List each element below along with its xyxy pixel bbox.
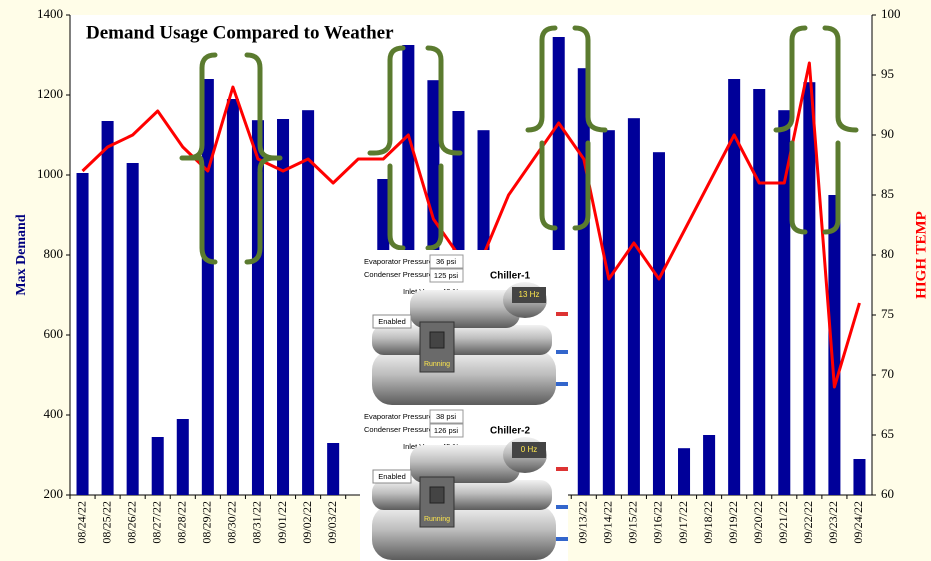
frequency: 0 Hz: [521, 445, 537, 454]
x-tick-label: 09/17/22: [676, 501, 690, 544]
pipe: [556, 312, 568, 316]
x-tick-label: 08/26/22: [124, 501, 138, 544]
state: Running: [424, 516, 450, 523]
y2-axis-title: HIGH TEMP: [913, 211, 929, 299]
pipe: [556, 350, 568, 354]
bar: [853, 459, 865, 495]
x-tick-label: 09/18/22: [701, 501, 715, 544]
shell: [372, 505, 556, 560]
bar: [628, 118, 640, 495]
y2-tick-label: 70: [881, 366, 894, 381]
bar: [703, 435, 715, 495]
chiller-name: Chiller-1: [490, 271, 530, 282]
bar: [177, 419, 189, 495]
pipe: [556, 537, 568, 541]
x-tick-label: 08/24/22: [74, 501, 88, 544]
y2-tick-label: 100: [881, 6, 901, 21]
y-tick-label: 1200: [37, 86, 63, 101]
x-tick-label: 08/27/22: [149, 501, 163, 544]
pipe: [556, 467, 568, 471]
y2-tick-label: 85: [881, 186, 894, 201]
x-tick-label: 08/28/22: [175, 501, 189, 544]
bar: [603, 130, 615, 495]
bar: [152, 437, 164, 495]
bar: [302, 110, 314, 495]
y-tick-label: 600: [44, 326, 64, 341]
status: Enabled: [378, 317, 406, 326]
x-tick-label: 09/23/22: [826, 501, 840, 544]
status: Enabled: [378, 472, 406, 481]
x-tick-label: 09/15/22: [626, 501, 640, 544]
starter-panel: [430, 487, 444, 503]
x-tick-label: 09/03/22: [325, 501, 339, 544]
chart: Demand Usage Compared to Weather Max Dem…: [0, 0, 931, 561]
x-tick-label: 08/25/22: [99, 501, 113, 544]
bar: [277, 119, 289, 495]
x-tick-label: 08/29/22: [200, 501, 214, 544]
frequency: 13 Hz: [519, 290, 540, 299]
state: Running: [424, 361, 450, 368]
y-tick-label: 1000: [37, 166, 63, 181]
bar: [127, 163, 139, 495]
y2-tick-label: 65: [881, 426, 894, 441]
y-axis-title: Max Demand: [14, 214, 29, 295]
pipe: [556, 382, 568, 386]
y-tick-label: 200: [44, 486, 64, 501]
x-tick-label: 08/30/22: [225, 501, 239, 544]
x-tick-label: 09/19/22: [726, 501, 740, 544]
y2-tick-label: 90: [881, 126, 894, 141]
x-tick-label: 09/13/22: [576, 501, 590, 544]
chiller-name: Chiller-2: [490, 426, 530, 437]
bar: [227, 99, 239, 495]
x-tick-label: 09/24/22: [851, 501, 865, 544]
bar: [653, 152, 665, 495]
x-tick-label: 09/16/22: [651, 501, 665, 544]
evaporator-label: Evaporator Pressure: [364, 257, 433, 266]
condenser-label: Condenser Pressure: [364, 270, 433, 279]
shell: [372, 480, 552, 510]
bar: [102, 121, 114, 495]
bar: [753, 89, 765, 495]
x-tick-label: 09/22/22: [801, 501, 815, 544]
x-tick-label: 09/14/22: [601, 501, 615, 544]
evaporator-label: Evaporator Pressure: [364, 412, 433, 421]
condenser-value: 125 psi: [434, 271, 459, 280]
evaporator-value: 36 psi: [436, 257, 456, 266]
starter-panel: [430, 332, 444, 348]
condenser-label: Condenser Pressure: [364, 425, 433, 434]
bar: [803, 82, 815, 495]
bar: [77, 173, 89, 495]
y-tick-label: 400: [44, 406, 64, 421]
x-tick-label: 09/20/22: [751, 501, 765, 544]
y2-tick-label: 75: [881, 306, 894, 321]
y2-tick-label: 60: [881, 486, 894, 501]
y-tick-label: 800: [44, 246, 64, 261]
bar: [578, 68, 590, 495]
x-tick-label: 09/01/22: [275, 501, 289, 544]
condenser-value: 126 psi: [434, 426, 459, 435]
chart-title: Demand Usage Compared to Weather: [86, 22, 394, 43]
bar: [327, 443, 339, 495]
x-tick-label: 08/31/22: [250, 501, 264, 544]
bar: [678, 448, 690, 495]
evaporator-value: 38 psi: [436, 412, 456, 421]
y2-tick-label: 95: [881, 66, 894, 81]
x-tick-label: 09/21/22: [776, 501, 790, 544]
y2-tick-label: 80: [881, 246, 894, 261]
y-tick-label: 1400: [37, 6, 63, 21]
x-tick-label: 09/02/22: [300, 501, 314, 544]
shell: [372, 325, 552, 355]
shell: [372, 350, 556, 405]
pipe: [556, 505, 568, 509]
